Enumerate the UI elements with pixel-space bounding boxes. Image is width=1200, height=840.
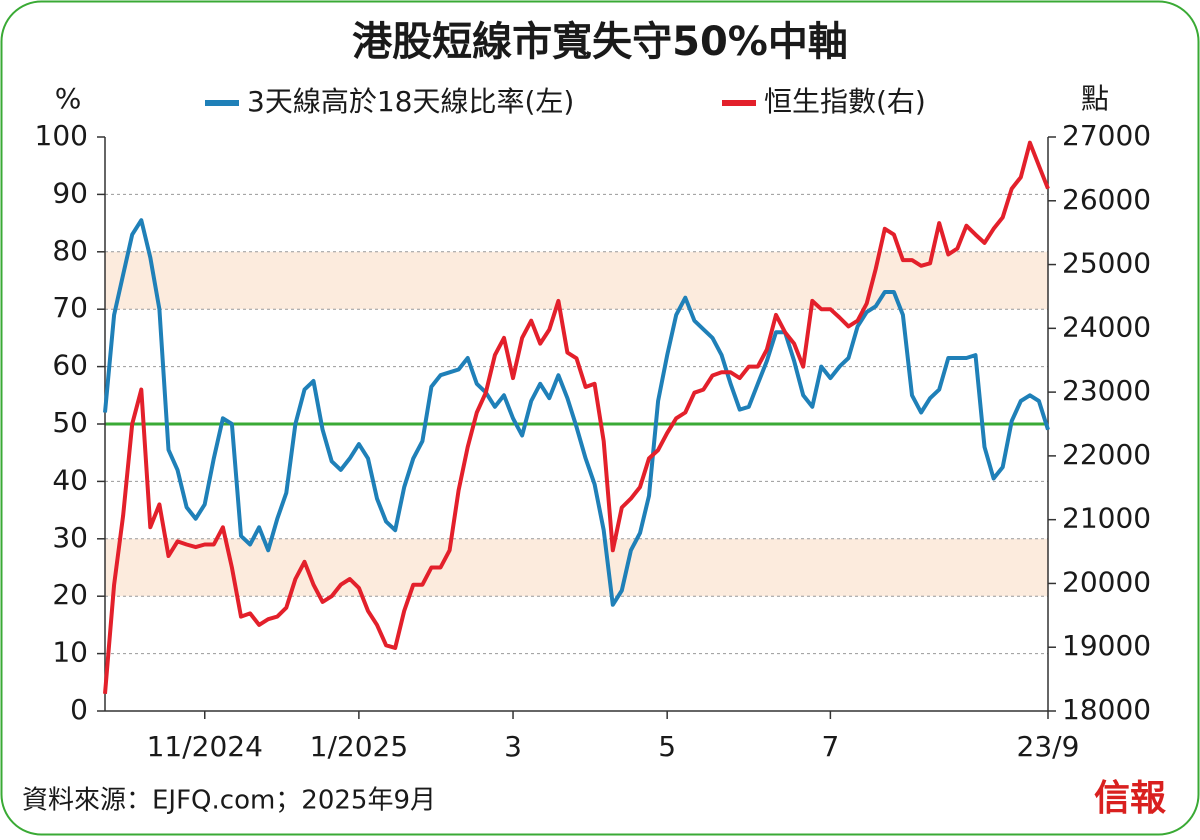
y2-tick-label: 23000 [1062, 374, 1151, 407]
series-line [103, 140, 1050, 694]
y-tick-label: 10 [52, 636, 88, 669]
y-tick-label: 50 [52, 406, 88, 439]
y2-tick-label: 27000 [1062, 119, 1151, 152]
x-tick-label: 5 [658, 730, 676, 763]
y-tick-label: 0 [70, 693, 88, 726]
y2-tick-label: 20000 [1062, 565, 1151, 598]
x-tick-label: 1/2025 [310, 730, 409, 763]
logo: 信報 [1094, 777, 1166, 819]
y-tick-label: 100 [35, 119, 88, 152]
x-tick-label: 3 [504, 730, 522, 763]
y-tick-label: 40 [52, 463, 88, 496]
y-tick-label: 20 [52, 578, 88, 611]
y2-tick-label: 24000 [1062, 310, 1151, 343]
y-tick-label: 90 [52, 176, 88, 209]
x-tick-label: 11/2024 [147, 730, 263, 763]
y-axis-label: % [55, 82, 82, 115]
y-tick-label: 60 [52, 349, 88, 382]
x-tick-label: 23/9 [1017, 730, 1080, 763]
y-tick-label: 80 [52, 234, 88, 267]
y-tick-label: 30 [52, 521, 88, 554]
band [105, 251, 1048, 310]
legend-label: 恒生指數(右) [764, 85, 926, 118]
source: 資料來源：EJFQ.com；2025年9月 [22, 786, 436, 816]
y2-tick-label: 21000 [1062, 502, 1151, 535]
series-line [103, 218, 1050, 607]
band [105, 538, 1048, 597]
y2-tick-label: 25000 [1062, 247, 1151, 280]
y2-axis-label: 點 [1081, 82, 1109, 115]
y2-tick-label: 18000 [1062, 693, 1151, 726]
x-tick-label: 7 [821, 730, 839, 763]
y2-tick-label: 22000 [1062, 438, 1151, 471]
y2-tick-label: 26000 [1062, 183, 1151, 216]
legend-label: 3天線高於18天線比率(左) [247, 85, 574, 118]
chart-title: 港股短線市寬失守50%中軸 [352, 19, 848, 65]
y-tick-label: 70 [52, 291, 88, 324]
y2-tick-label: 19000 [1062, 629, 1151, 662]
